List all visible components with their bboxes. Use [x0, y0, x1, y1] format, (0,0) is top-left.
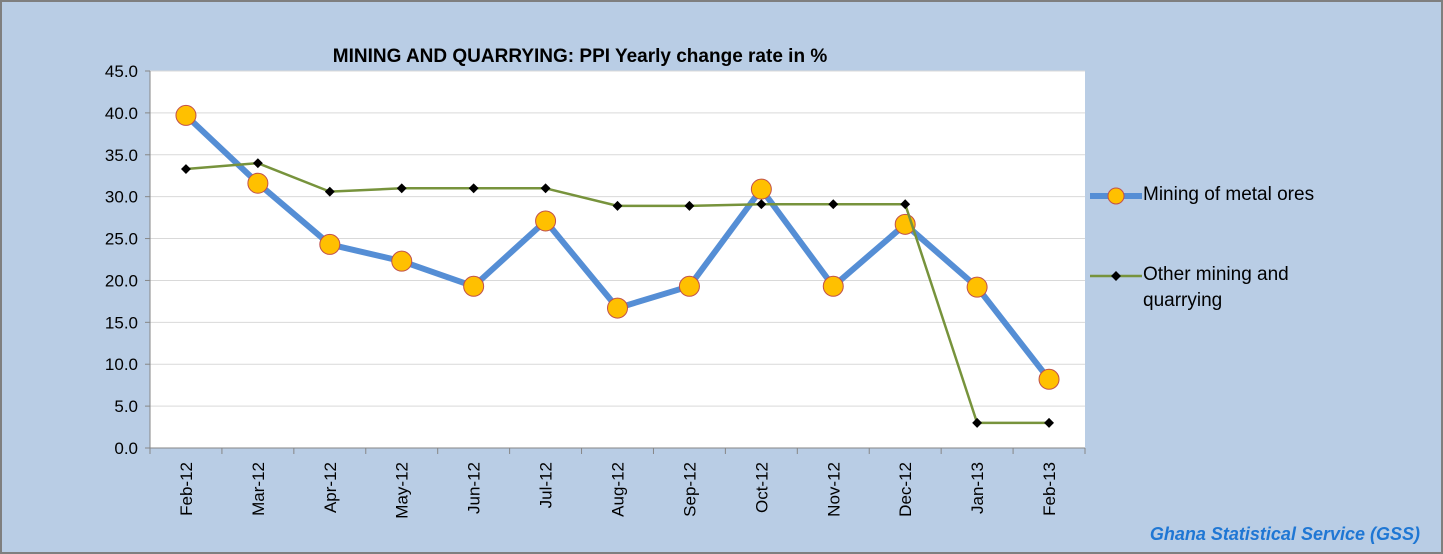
y-tick-label: 20.0	[105, 271, 138, 290]
point-marker	[181, 164, 191, 174]
point-marker	[828, 199, 839, 210]
point-marker	[463, 275, 485, 297]
legend-label: Other mining and quarrying	[1143, 264, 1289, 311]
point-marker	[612, 200, 623, 211]
point-marker	[319, 233, 341, 255]
x-tick-label: Dec-12	[896, 462, 915, 517]
x-tick-label: Jul-12	[537, 462, 556, 508]
x-tick-label: Feb-13	[1040, 462, 1059, 516]
y-tick-label: 10.0	[105, 355, 138, 374]
y-tick-label: 0.0	[114, 439, 138, 458]
point-marker	[540, 183, 551, 194]
point-marker	[966, 276, 988, 298]
legend-marker	[1107, 187, 1125, 205]
point-marker	[1044, 417, 1054, 428]
point-marker	[756, 199, 767, 210]
x-tick-label: Oct-12	[752, 462, 771, 513]
x-tick-label: Jun-12	[465, 462, 484, 514]
y-tick-label: 30.0	[105, 188, 138, 207]
y-tick-label: 40.0	[105, 104, 138, 123]
point-marker	[900, 199, 911, 210]
y-tick-label: 25.0	[105, 230, 138, 249]
point-marker	[684, 200, 695, 211]
point-marker	[396, 183, 407, 194]
point-marker	[247, 172, 269, 194]
legend-label: Mining of metal ores	[1143, 184, 1315, 205]
y-tick-label: 5.0	[114, 397, 138, 416]
point-marker	[535, 210, 557, 232]
point-marker	[678, 275, 700, 297]
point-marker	[972, 417, 983, 428]
point-marker	[175, 104, 197, 126]
x-tick-label: Apr-12	[321, 462, 340, 513]
plot-area	[150, 71, 1085, 448]
point-marker	[822, 275, 844, 297]
point-marker	[252, 158, 263, 169]
legend-marker	[1111, 271, 1121, 281]
x-tick-label: Aug-12	[609, 462, 628, 517]
x-tick-label: Feb-12	[177, 462, 196, 516]
y-tick-label: 45.0	[105, 62, 138, 81]
x-tick-label: Mar-12	[249, 462, 268, 516]
y-tick-label: 35.0	[105, 146, 138, 165]
y-tick-label: 15.0	[105, 313, 138, 332]
point-marker	[324, 186, 335, 197]
point-marker	[391, 250, 413, 272]
chart-title: MINING AND QUARRYING: PPI Yearly change …	[333, 46, 828, 67]
source-note: Ghana Statistical Service (GSS)	[1150, 524, 1420, 544]
point-marker	[1038, 368, 1060, 390]
point-marker	[607, 297, 628, 319]
x-tick-label: Sep-12	[680, 462, 699, 517]
x-tick-label: Jan-13	[968, 462, 987, 514]
x-tick-label: Nov-12	[824, 462, 843, 517]
point-marker	[468, 183, 479, 194]
x-tick-label: May-12	[393, 462, 412, 519]
point-marker	[750, 178, 772, 200]
